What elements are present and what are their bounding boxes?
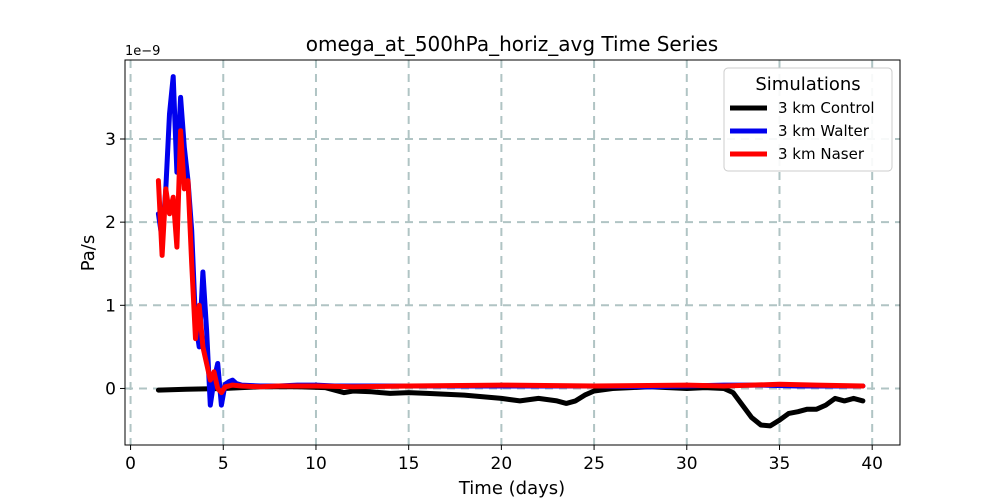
chart-title: omega_at_500hPa_horiz_avg Time Series (306, 32, 718, 56)
y-axis-label: Pa/s (78, 235, 99, 272)
plot-frame (124, 59, 901, 446)
x-axis-label: Time (days) (458, 478, 565, 499)
series-line-3-km-naser (155, 128, 866, 396)
x-tick-label: 30 (676, 454, 698, 474)
y-tick-label: 0 (105, 379, 116, 399)
x-tick-label: 0 (125, 454, 136, 474)
x-tick-label: 40 (861, 454, 883, 474)
axis-ticks: 0 5 10 15 20 25 30 35 40 0 1 2 3 (105, 130, 883, 474)
x-tick-label: 20 (491, 454, 513, 474)
y-tick-label: 3 (105, 130, 116, 150)
legend-label-3-km-control: 3 km Control (778, 99, 875, 117)
series-group (155, 74, 866, 429)
x-tick-label: 10 (305, 454, 327, 474)
legend-entries: 3 km Control 3 km Walter 3 km Naser (730, 99, 875, 163)
legend-title: Simulations (755, 74, 860, 95)
y-scale-exponent: 1e−9 (125, 44, 160, 59)
y-tick-label: 1 (105, 296, 116, 316)
x-tick-label: 5 (218, 454, 229, 474)
x-tick-label: 15 (398, 454, 420, 474)
legend-label-3-km-walter: 3 km Walter (778, 122, 870, 140)
y-tick-label: 2 (105, 213, 116, 233)
series-line-3-km-control (155, 384, 866, 429)
legend-label-3-km-naser: 3 km Naser (778, 145, 865, 163)
legend-box (723, 67, 893, 172)
x-tick-label: 25 (583, 454, 605, 474)
x-tick-label: 35 (769, 454, 791, 474)
